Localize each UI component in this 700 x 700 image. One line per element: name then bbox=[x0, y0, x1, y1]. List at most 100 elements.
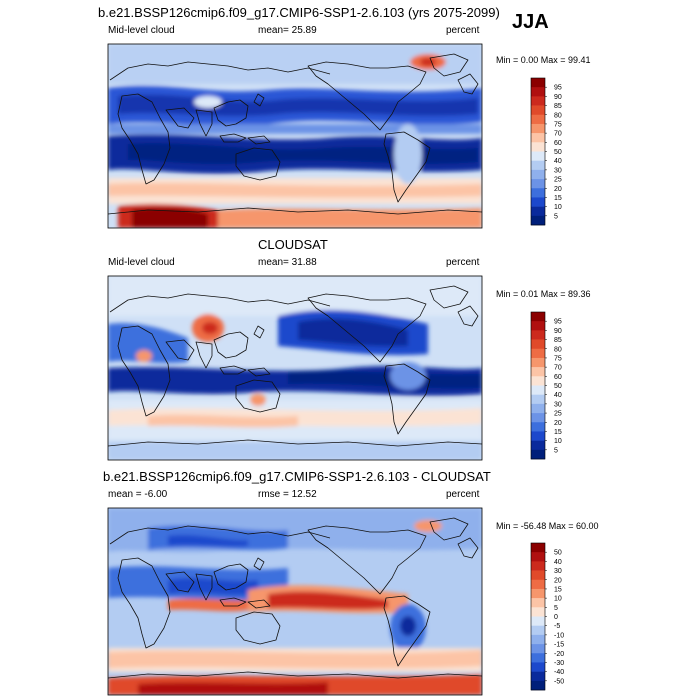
colorbar-swatch bbox=[531, 671, 545, 682]
colorbar-swatch bbox=[531, 394, 545, 405]
colorbar-label: -20 bbox=[554, 651, 564, 658]
colorbar-label: 85 bbox=[554, 103, 562, 110]
colorbar-model: 95 90 85 80 75 70 60 50 40 30 25 20 15 10 5 bbox=[530, 77, 562, 226]
colorbar-label: 20 bbox=[554, 186, 562, 193]
colorbar-label: 40 bbox=[554, 559, 562, 566]
colorbar-label: 25 bbox=[554, 411, 562, 418]
colorbar-swatch bbox=[531, 579, 545, 590]
panel-mean-obs: mean= 31.88 bbox=[258, 257, 317, 268]
colorbar-label: 10 bbox=[554, 438, 562, 445]
colorbar-swatch bbox=[531, 449, 545, 460]
colorbar-label: 50 bbox=[554, 383, 562, 390]
map-frame-diff bbox=[107, 507, 483, 696]
colorbar-label: -10 bbox=[554, 632, 564, 639]
map-frame-obs bbox=[107, 275, 483, 461]
colorbar-swatch bbox=[531, 616, 545, 626]
colorbar-label: 80 bbox=[554, 346, 562, 353]
colorbar-label: 60 bbox=[554, 374, 562, 381]
colorbar-label: -15 bbox=[554, 642, 564, 649]
colorbar-label: 70 bbox=[554, 131, 562, 138]
colorbar-label: -30 bbox=[554, 660, 564, 667]
panel-mean-diff: mean = -6.00 bbox=[108, 489, 168, 500]
colorbar-swatch bbox=[531, 133, 545, 143]
colorbar-swatch bbox=[531, 552, 545, 562]
colorbar-swatch bbox=[531, 634, 545, 645]
colorbar-label: 5 bbox=[554, 213, 558, 220]
colorbar-label: 90 bbox=[554, 328, 562, 335]
colorbar-swatch bbox=[531, 96, 545, 106]
colorbar-swatch bbox=[531, 431, 545, 441]
colorbar-label: 15 bbox=[554, 429, 562, 436]
colorbar-swatch bbox=[531, 625, 545, 636]
colorbar-label: 15 bbox=[554, 195, 562, 202]
colorbar-swatch bbox=[531, 197, 545, 207]
colorbar-label: 30 bbox=[554, 167, 562, 174]
colorbar-swatch bbox=[531, 151, 545, 161]
colorbar-swatch bbox=[531, 160, 545, 171]
panel-minmax-model: Min = 0.00 Max = 99.41 bbox=[496, 55, 591, 65]
colorbar-label: 60 bbox=[554, 140, 562, 147]
colorbar-swatch bbox=[531, 169, 545, 180]
map-diff bbox=[108, 508, 482, 695]
colorbar-label: 40 bbox=[554, 158, 562, 165]
colorbar-swatch bbox=[531, 179, 545, 189]
colorbar-swatch bbox=[531, 385, 545, 395]
colorbar-label: -5 bbox=[554, 623, 560, 630]
colorbar-swatch bbox=[531, 78, 545, 88]
panel-left-label-model: Mid-level cloud bbox=[108, 25, 175, 36]
colorbar-swatch bbox=[531, 188, 545, 198]
colorbar-label: 90 bbox=[554, 94, 562, 101]
colorbar-label: 40 bbox=[554, 392, 562, 399]
colorbar-swatch bbox=[531, 570, 545, 581]
map-model bbox=[108, 44, 482, 228]
colorbar-swatch bbox=[531, 376, 545, 386]
colorbar-swatch bbox=[531, 123, 545, 134]
colorbar-label: 20 bbox=[554, 420, 562, 427]
colorbar-swatch bbox=[531, 142, 545, 152]
panel-units-diff: percent bbox=[446, 489, 480, 500]
colorbar-label: 20 bbox=[554, 577, 562, 584]
colorbar-swatch bbox=[531, 403, 545, 414]
colorbar-swatch bbox=[531, 653, 545, 663]
panel-title-diff: b.e21.BSSP126cmip6.f09_g17.CMIP6-SSP1-2.… bbox=[103, 469, 491, 484]
colorbar-obs: 95 90 85 80 75 70 60 50 40 30 25 20 15 10 5 bbox=[530, 311, 562, 460]
colorbar-swatch bbox=[531, 413, 545, 423]
colorbar-swatch bbox=[531, 215, 545, 226]
colorbar-swatch bbox=[531, 588, 545, 599]
colorbar-label: -40 bbox=[554, 669, 564, 676]
colorbar-swatch bbox=[531, 312, 545, 322]
colorbar-label: 75 bbox=[554, 121, 562, 128]
colorbar-swatch bbox=[531, 598, 545, 608]
panel-mean-model: mean= 25.89 bbox=[258, 25, 317, 36]
colorbar-swatch bbox=[531, 607, 545, 617]
colorbar-swatch bbox=[531, 680, 545, 691]
colorbar-swatch bbox=[531, 440, 545, 451]
colorbar-swatch bbox=[531, 339, 545, 350]
colorbar-label: 15 bbox=[554, 586, 562, 593]
colorbar-label: 30 bbox=[554, 401, 562, 408]
colorbar-swatch bbox=[531, 330, 545, 340]
colorbar-swatch bbox=[531, 561, 545, 571]
colorbar-swatch bbox=[531, 206, 545, 217]
panel-minmax-diff: Min = -56.48 Max = 60.00 bbox=[496, 521, 599, 531]
map-frame-model bbox=[107, 43, 483, 229]
panel-units-model: percent bbox=[446, 25, 480, 36]
colorbar-label: 30 bbox=[554, 568, 562, 575]
colorbar-label: -50 bbox=[554, 678, 564, 685]
panel-units-obs: percent bbox=[446, 257, 480, 268]
colorbar-label: 5 bbox=[554, 605, 558, 612]
colorbar-swatch bbox=[531, 644, 545, 654]
colorbar-swatch bbox=[531, 105, 545, 116]
panel-minmax-obs: Min = 0.01 Max = 89.36 bbox=[496, 289, 591, 299]
colorbar-label: 75 bbox=[554, 355, 562, 362]
colorbar-swatch bbox=[531, 367, 545, 377]
colorbar-swatch bbox=[531, 662, 545, 672]
colorbar-swatch bbox=[531, 321, 545, 331]
colorbar-label: 50 bbox=[554, 149, 562, 156]
colorbar-label: 50 bbox=[554, 550, 562, 557]
season-label: JJA bbox=[512, 11, 549, 33]
colorbar-swatch bbox=[531, 114, 545, 125]
colorbar-swatch bbox=[531, 422, 545, 432]
